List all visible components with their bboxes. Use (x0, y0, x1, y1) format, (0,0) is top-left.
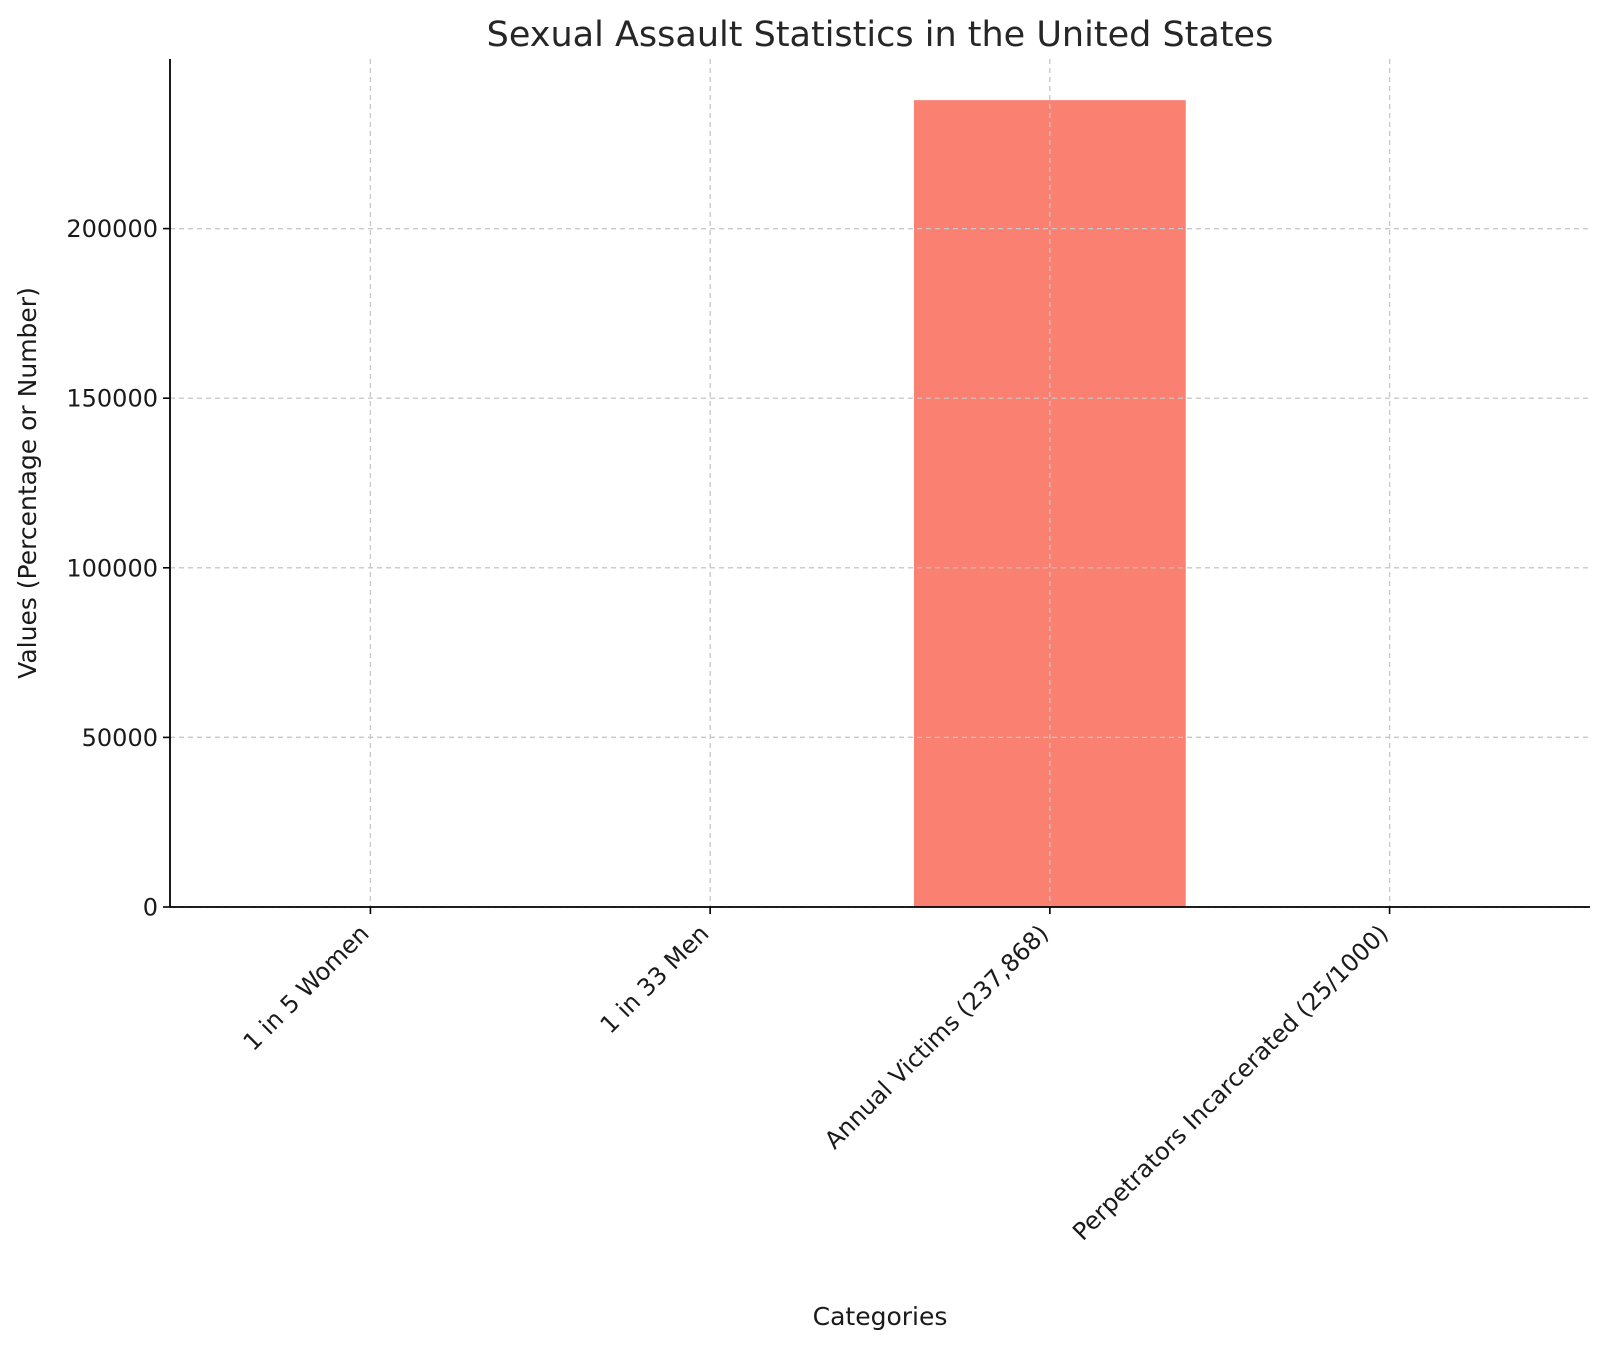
y-axis-label: Values (Percentage or Number) (13, 287, 42, 679)
chart-title: Sexual Assault Statistics in the United … (487, 15, 1274, 55)
y-tick-label: 100000 (66, 554, 158, 582)
y-axis-ticks: 0 50000 100000 150000 200000 (66, 215, 170, 922)
y-tick-label: 0 (143, 894, 158, 922)
x-tick-label: 1 in 33 Men (595, 919, 715, 1039)
x-tick-label: 1 in 5 Women (238, 919, 375, 1056)
x-tick-label: Annual Victims (237,868) (819, 919, 1054, 1154)
x-tick-label: Perpetrators Incarcerated (25/1000) (1067, 919, 1394, 1246)
x-axis-label: Categories (813, 1302, 948, 1331)
bars (170, 59, 1590, 908)
axes-spines (169, 59, 1590, 908)
grid-lines (170, 59, 1590, 908)
x-axis-ticks: 1 in 5 Women 1 in 33 Men Annual Victims (2… (238, 907, 1394, 1246)
y-tick-label: 50000 (82, 724, 158, 752)
y-tick-label: 150000 (66, 385, 158, 413)
y-tick-label: 200000 (66, 215, 158, 243)
